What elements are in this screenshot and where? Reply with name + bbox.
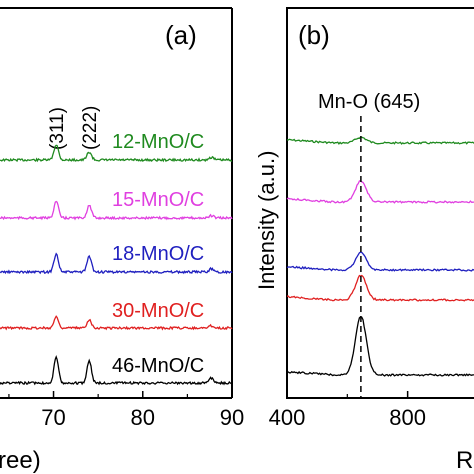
panel-a-series-label: 30-MnO/C	[112, 300, 204, 322]
panel-b-x-axis-label: R	[456, 447, 473, 474]
panel-a-x-axis-label: ree)	[0, 447, 41, 474]
panel-b-frame	[286, 7, 474, 399]
panel-a-series-line	[0, 144, 233, 163]
panel-a-series-label: 12-MnO/C	[112, 131, 204, 153]
panel-a-label: (a)	[165, 20, 197, 50]
panel-a-series-line	[0, 355, 233, 386]
panel-a-x-tick-label: 70	[41, 405, 65, 430]
panel-b-series-line	[286, 136, 474, 145]
panel-b-series	[286, 136, 474, 377]
panel-a-series-line	[0, 252, 233, 275]
panel-b-annotation: Mn-O (645)	[318, 91, 420, 113]
panel-b-series-line	[286, 274, 474, 302]
panel-b: (b) Intensity (a.u.) Mn-O (645) 400 800 R	[254, 7, 474, 474]
panel-b-x-ticks: 400 800	[269, 391, 426, 430]
panel-a-series-label: 18-MnO/C	[112, 243, 204, 265]
panel-a-x-ticks: 70 80 90	[8, 391, 244, 430]
panel-a-peak-label: (311)	[47, 107, 68, 150]
panel-a-series: 12-MnO/C 15-MnO/C 18-MnO/C 30-MnO/C 46-MnO/C	[0, 131, 233, 386]
panel-a-series-line	[0, 200, 233, 221]
panel-a-peak-label: (222)	[80, 106, 101, 150]
panel-a-series-label: 15-MnO/C	[112, 189, 204, 211]
panel-a-series-line	[0, 315, 233, 331]
panel-a-peak-labels: (311) (222)	[47, 106, 101, 150]
panel-a: (a) 70 80 90 (311) (222) 12-MnO/C 15-MnO/C 18…	[0, 7, 244, 474]
panel-b-series-line	[286, 316, 474, 377]
panel-b-series-line	[286, 179, 474, 204]
panel-a-x-tick-label: 80	[131, 405, 155, 430]
panel-b-series-line	[286, 251, 474, 272]
panel-a-series-label: 46-MnO/C	[112, 355, 204, 377]
panel-b-label: (b)	[298, 20, 330, 50]
panel-b-x-tick-label: 400	[269, 405, 306, 430]
panel-a-x-tick-label: 90	[220, 405, 244, 430]
panel-b-x-tick-label: 800	[389, 405, 426, 430]
panel-b-y-axis-label: Intensity (a.u.)	[254, 151, 279, 290]
